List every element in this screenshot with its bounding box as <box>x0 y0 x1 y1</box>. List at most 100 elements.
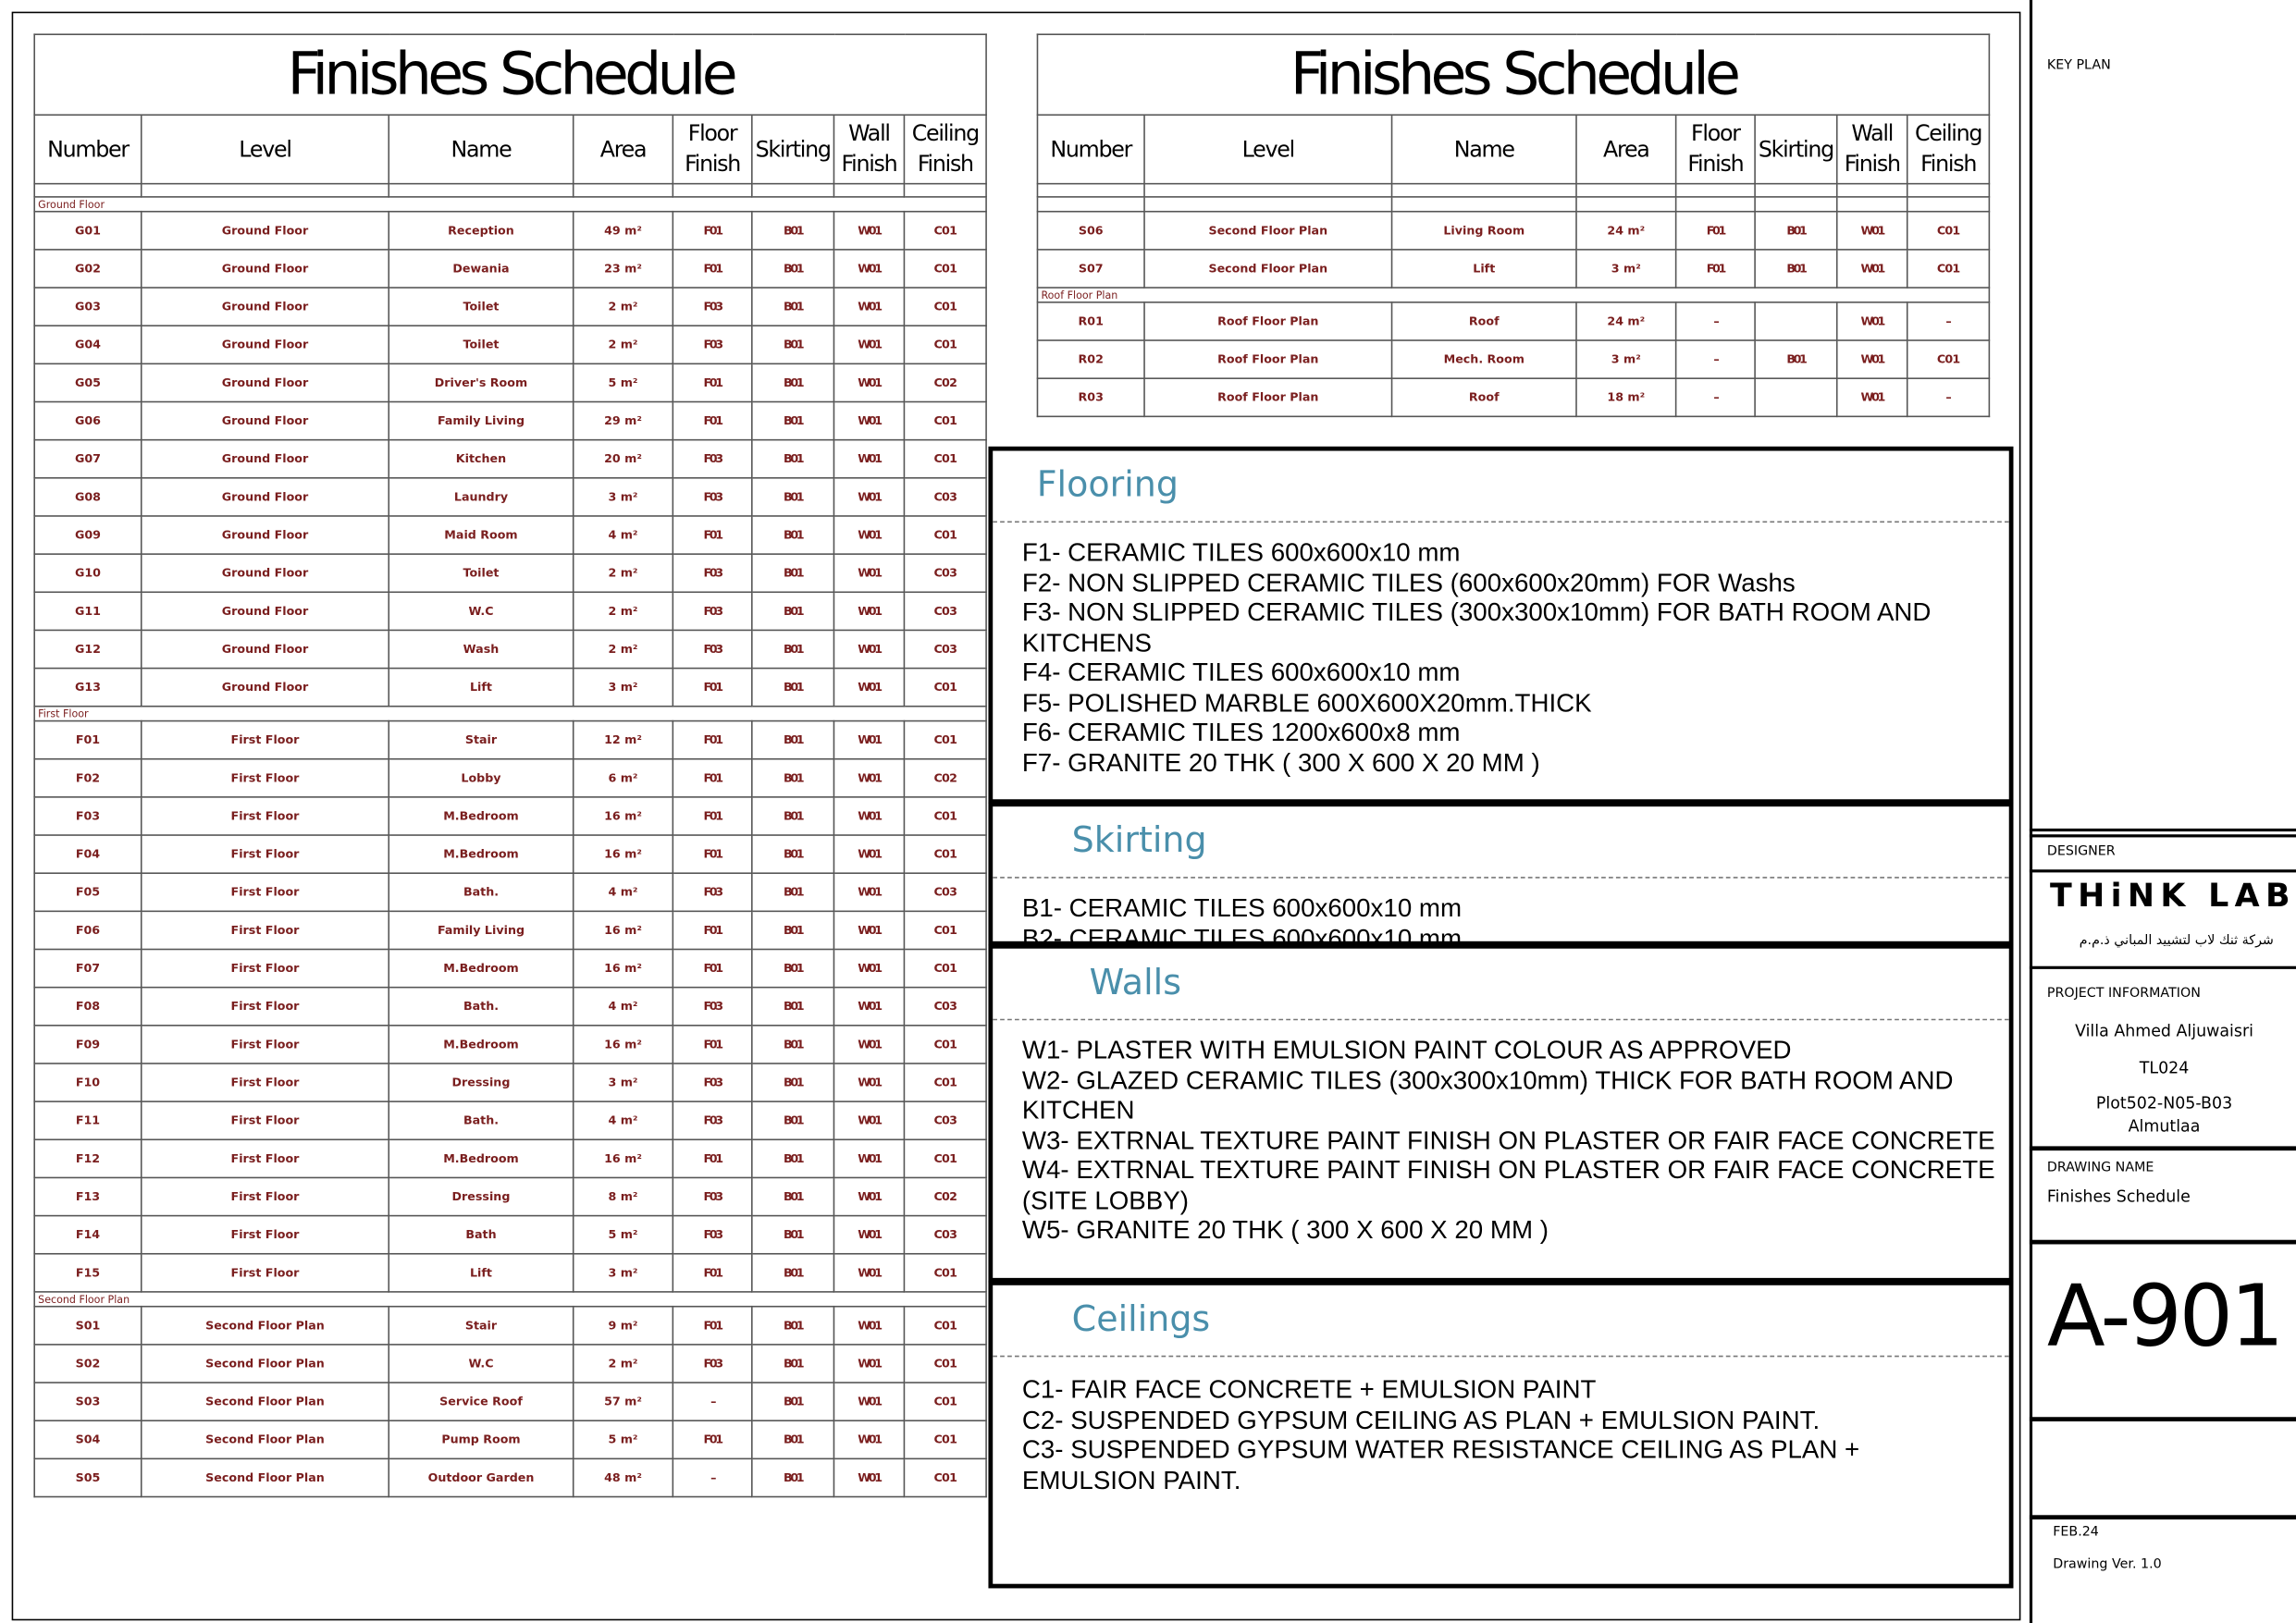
cell: 18 m² <box>1575 377 1677 418</box>
schedule-row: F13 First Floor Dressing 8 m² F03 B01 W01 C02 <box>33 1176 988 1217</box>
cell: F01 <box>672 1252 753 1293</box>
cell: C01 <box>903 438 988 479</box>
cell: W01 <box>833 1025 906 1064</box>
cell: First Floor <box>140 1252 390 1293</box>
column-header: Area <box>1575 114 1677 185</box>
note-line: F2- NON SLIPPED CERAMIC TILES (600x600x2… <box>1021 567 1796 597</box>
cell: Lift <box>388 667 574 707</box>
cell: Dewania <box>388 249 574 289</box>
cell: W01 <box>833 591 906 632</box>
cell: G09 <box>33 515 142 555</box>
group-row: First Floor <box>33 705 988 722</box>
cell: B01 <box>751 477 835 517</box>
cell: Dressing <box>388 1176 574 1217</box>
schedule-row: F06 First Floor Family Living 16 m² F01 B01 W0… <box>33 910 988 951</box>
cell: First Floor <box>140 986 390 1027</box>
note-line: F7- GRANITE 20 THK ( 300 X 600 X 20 MM ) <box>1021 747 1540 777</box>
cell <box>33 182 142 198</box>
cell <box>1390 196 1577 213</box>
schedule-row: R02 Roof Floor Plan Mech. Room 3 m² – B01 W01 C… <box>1036 339 1991 379</box>
cell: Kitchen <box>388 438 574 479</box>
cell <box>751 182 835 198</box>
note-line: F5- POLISHED MARBLE 600X600X20mm.THICK <box>1021 687 1592 717</box>
schedule-table: Finishes Schedule Number Level Name Area Floo… <box>1036 33 1991 418</box>
cell: Mech. Room <box>1390 339 1577 379</box>
cell <box>1390 182 1577 198</box>
cell: B01 <box>751 1100 835 1141</box>
cell: Roof <box>1390 377 1577 418</box>
column-header: Wall Finish <box>1835 114 1908 185</box>
schedule-row: F07 First Floor M.Bedroom 16 m² F01 B01 W01 C01 <box>33 948 988 989</box>
cell: Maid Room <box>388 515 574 555</box>
cell: F09 <box>33 1025 142 1064</box>
cell: C01 <box>1906 210 1991 251</box>
date: FEB.24 <box>2053 1525 2099 1541</box>
cell: 5 m² <box>572 363 674 403</box>
cell: Service Roof <box>388 1382 574 1421</box>
notes-heading: Flooring <box>993 451 2009 523</box>
schedule-row: G11 Ground Floor W.C 2 m² F03 B01 W01 C03 <box>33 591 988 632</box>
cell: F03 <box>672 438 753 479</box>
cell: Second Floor Plan <box>140 1382 390 1421</box>
group-label: Ground Floor <box>33 196 988 213</box>
schedule-row: F04 First Floor M.Bedroom 16 m² F01 B01 W01 C01 <box>33 834 988 874</box>
cell: Dressing <box>388 1063 574 1102</box>
cell: W01 <box>833 1382 906 1421</box>
cell: W01 <box>833 249 906 289</box>
cell: First Floor <box>140 757 390 798</box>
cell: F03 <box>672 477 753 517</box>
cell: C01 <box>903 1025 988 1064</box>
project-area: Almutlaa <box>2128 1116 2201 1137</box>
cell: W01 <box>833 287 906 326</box>
cell: C03 <box>903 986 988 1027</box>
cell: B01 <box>751 910 835 951</box>
cell: M.Bedroom <box>388 796 574 836</box>
header-row: Number Level Name Area Floor Finish Skirting W… <box>1036 114 1991 185</box>
cell: C01 <box>903 796 988 836</box>
cell: G07 <box>33 438 142 479</box>
spacer-row <box>33 182 988 198</box>
schedule-title: Finishes Schedule <box>1036 33 1991 117</box>
cell: B01 <box>751 553 835 594</box>
cell: F01 <box>672 667 753 707</box>
cell <box>1754 377 1838 418</box>
cell: F03 <box>672 1344 753 1383</box>
cell: C03 <box>903 872 988 913</box>
cell: Ground Floor <box>140 249 390 289</box>
group-label: Second Floor Plan <box>33 1291 988 1308</box>
cell: Ground Floor <box>140 210 390 251</box>
schedule-row: F10 First Floor Dressing 3 m² F03 B01 W01 C01 <box>33 1063 988 1102</box>
cell: W01 <box>833 1305 906 1346</box>
note-line: F4- CERAMIC TILES 600x600x10 mm <box>1021 657 1461 687</box>
schedule-row: R03 Roof Floor Plan Roof 18 m² – W01– <box>1036 377 1991 418</box>
notes-heading: Skirting <box>993 806 2009 879</box>
title-row: Finishes Schedule <box>1036 33 1991 117</box>
cell: G03 <box>33 287 142 326</box>
key-plan-label: KEY PLAN <box>2046 58 2111 74</box>
cell: C01 <box>903 325 988 365</box>
cell: G02 <box>33 249 142 289</box>
cell: C02 <box>903 1176 988 1217</box>
cell: F01 <box>1674 210 1756 251</box>
cell: – <box>1906 301 1991 341</box>
cell: Ground Floor <box>140 400 390 441</box>
cell: W01 <box>1835 377 1908 418</box>
cell: B01 <box>751 948 835 989</box>
cell: G13 <box>33 667 142 707</box>
cell: F04 <box>33 834 142 874</box>
cell: 8 m² <box>572 1176 674 1217</box>
cell: F03 <box>672 1176 753 1217</box>
notes-heading: Walls <box>993 949 2009 1021</box>
cell: 2 m² <box>572 591 674 632</box>
cell: C01 <box>903 948 988 989</box>
cell: 49 m² <box>572 210 674 251</box>
cell: B01 <box>751 1305 835 1346</box>
note-line: W2- GLAZED CERAMIC TILES (300x300x10mm) … <box>1021 1064 1954 1125</box>
note-line: W1- PLASTER WITH EMULSION PAINT COLOUR A… <box>1021 1035 1792 1064</box>
cell: R01 <box>1036 301 1145 341</box>
cell: 3 m² <box>572 477 674 517</box>
notes-section: Walls W1- PLASTER WITH EMULSION PAINT COL… <box>988 943 2014 1283</box>
cell: W01 <box>833 1420 906 1460</box>
cell <box>1674 196 1756 213</box>
cell: Second Floor Plan <box>140 1420 390 1460</box>
